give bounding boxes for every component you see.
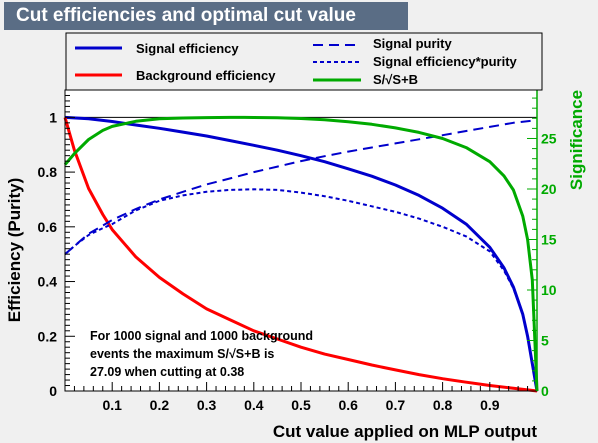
y2-tick-label: 20 xyxy=(541,181,557,197)
y-tick-label: 0.4 xyxy=(38,274,58,290)
y2-tick-label: 10 xyxy=(541,282,557,298)
y2-tick-label: 0 xyxy=(541,383,549,399)
x-tick-label: 0.5 xyxy=(291,397,311,413)
series-line-background-efficiency xyxy=(63,116,538,393)
y2-axis-title: Significance xyxy=(567,90,586,190)
y2-tick-label: 15 xyxy=(541,231,557,247)
plot-background xyxy=(65,90,537,391)
legend-label-signal-efficiency: Signal efficiency xyxy=(136,41,239,56)
x-tick-label: 0.4 xyxy=(244,397,264,413)
legend: Signal efficiency Background efficiency … xyxy=(65,32,543,91)
annotation-line-1: For 1000 signal and 1000 background xyxy=(90,329,313,343)
series-line-signal-purity xyxy=(64,119,538,255)
y-tick-label: 0 xyxy=(49,383,57,399)
plot-area xyxy=(65,90,537,391)
legend-label-signal-efficiency-purity: Signal efficiency*purity xyxy=(373,54,518,69)
x-tick-label: 0.8 xyxy=(433,397,453,413)
y2-tick-label: 5 xyxy=(541,332,549,348)
series-line-signal-efficiency xyxy=(64,115,539,392)
legend-label-signal-purity: Signal purity xyxy=(373,36,453,51)
series-line-s-s-b xyxy=(63,115,539,392)
y2-tick-label: 25 xyxy=(541,130,557,146)
x-axis-title: Cut value applied on MLP output xyxy=(273,422,537,441)
optimal-cut-annotation: For 1000 signal and 1000 background even… xyxy=(90,329,313,379)
legend-label-significance: S/√S+B xyxy=(373,72,418,87)
legend-box xyxy=(65,32,543,91)
x-tick-label: 0.7 xyxy=(386,397,406,413)
axes-layer: 0.1 0.2 0.3 0.4 0.5 0.6 0.7 0.8 0.9 0 0.2 0.4 0.6 0.8… xyxy=(38,89,557,413)
x-tick-label: 0.6 xyxy=(338,397,358,413)
x-tick-label: 0.3 xyxy=(197,397,217,413)
y-axis-title: Efficiency (Purity) xyxy=(5,178,24,323)
y-tick-label: 0.6 xyxy=(38,219,58,235)
chart-title: Cut efficiencies and optimal cut value xyxy=(4,2,408,30)
y-tick-label: 1 xyxy=(49,109,57,125)
x-tick-label: 0.9 xyxy=(480,397,500,413)
annotation-line-3: 27.09 when cutting at 0.38 xyxy=(90,365,244,379)
legend-label-background-efficiency: Background efficiency xyxy=(136,68,276,83)
y-tick-label: 0.8 xyxy=(38,164,58,180)
series-layer xyxy=(63,115,539,393)
x-tick-label: 0.2 xyxy=(150,397,170,413)
series-line-signal-efficiency-purity xyxy=(64,188,538,392)
annotation-line-2: events the maximum S/√S+B is xyxy=(90,347,274,361)
y-tick-label: 0.2 xyxy=(38,328,58,344)
x-tick-label: 0.1 xyxy=(102,397,122,413)
